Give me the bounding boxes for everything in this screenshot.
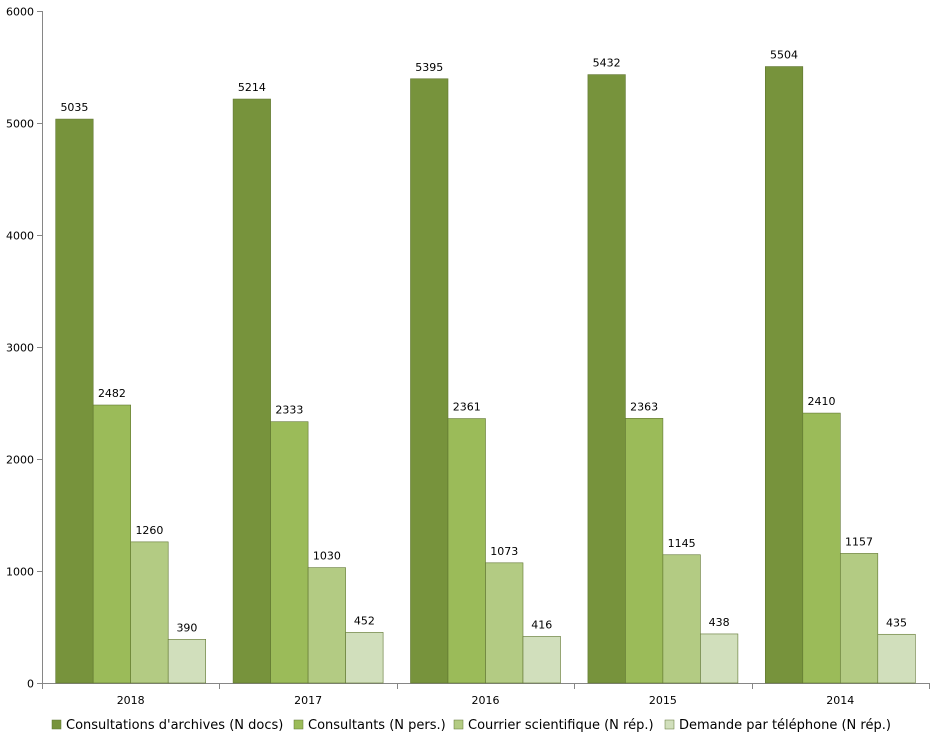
bar [345,632,384,684]
bar [877,633,916,684]
bar [485,562,524,684]
bar [55,118,94,684]
bar-value-label: 5395 [415,61,443,74]
bar-value-label: 2363 [630,400,658,413]
bar [700,633,739,684]
bar-value-label: 1145 [668,537,696,550]
bar-value-label: 5504 [770,49,798,62]
bar [167,639,206,684]
x-tick-label: 2016 [472,694,500,707]
y-tick-label: 4000 [6,230,34,243]
axes: 0 1000 2000 3000 4000 5000 6000 2018 2017 2016 201… [6,6,930,707]
bar-value-label: 2482 [98,387,126,400]
bar [232,98,271,684]
bar-value-label: 438 [709,616,730,629]
bar [307,567,346,684]
y-tick-label: 5000 [6,118,34,131]
bar-value-label: 2410 [808,395,836,408]
bar-value-label: 1260 [135,524,163,537]
bar-value-label: 1073 [490,545,518,558]
bar [662,554,701,684]
bar-value-label: 5214 [238,81,266,94]
bar [764,66,804,684]
bar [410,78,449,684]
x-tick-label: 2015 [649,694,677,707]
legend-swatch [293,719,304,730]
bar [522,636,561,684]
bar-value-label: 5035 [60,101,88,114]
bar-value-label: 5432 [593,57,621,70]
bars [55,66,916,684]
bar [270,421,309,684]
legend: Consultations d'archives (N docs) Consult… [51,718,891,733]
y-tick-label: 6000 [6,6,34,19]
legend-swatch [664,719,675,730]
data-labels: 5035 2482 1260 390 5214 2333 1030 452 5395 2361 10… [60,49,907,635]
y-tick-label: 2000 [6,454,34,467]
bar [839,553,879,684]
bar [587,74,626,684]
legend-label: Consultants (N pers.) [308,718,446,733]
y-tick-label: 1000 [6,566,34,579]
y-tick-label: 3000 [6,342,34,355]
bar [625,418,664,684]
bar-value-label: 452 [354,614,375,627]
bar [802,412,841,684]
bar [130,541,169,684]
x-tick-label: 2017 [294,694,322,707]
legend-swatch [453,719,464,730]
x-tick-label: 2018 [117,694,145,707]
bar [447,418,486,684]
bar-value-label: 2333 [275,404,303,417]
bar-value-label: 435 [886,616,907,629]
y-tick-label: 0 [27,678,34,691]
x-tick-label: 2014 [826,694,854,707]
bar-value-label: 2361 [453,401,481,414]
legend-label: Courrier scientifique (N rép.) [468,718,654,733]
bar-value-label: 390 [176,621,197,634]
legend-swatch [51,719,62,730]
bar-value-label: 1157 [845,535,873,548]
bar-value-label: 416 [531,618,552,631]
legend-label: Demande par téléphone (N rép.) [679,718,891,733]
bar [92,404,131,684]
legend-label: Consultations d'archives (N docs) [66,718,283,733]
bar-value-label: 1030 [313,550,341,563]
